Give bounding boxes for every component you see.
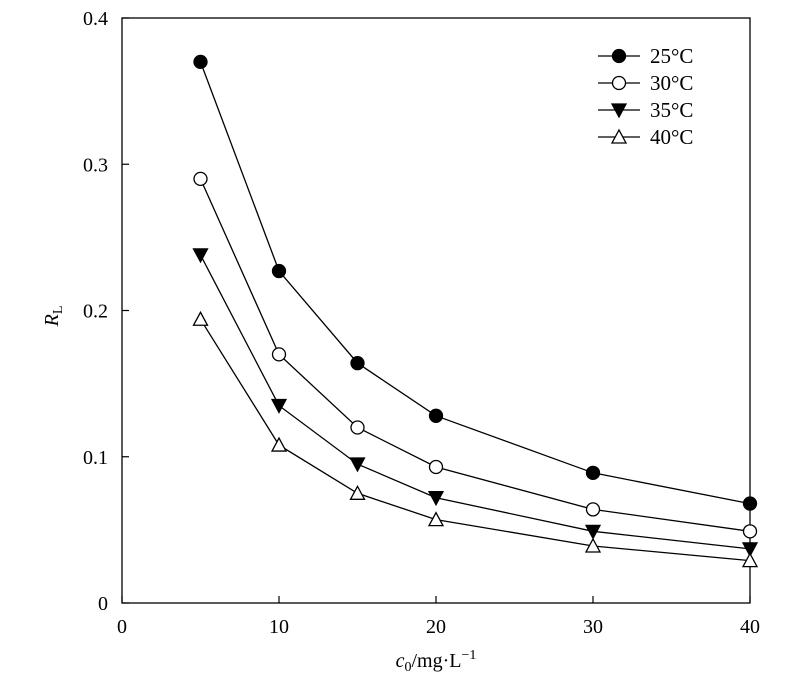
legend-marker — [611, 75, 627, 91]
series-2 — [193, 171, 758, 539]
data-point — [428, 459, 444, 475]
y-tick-label: 0.3 — [83, 154, 108, 176]
data-point — [584, 524, 602, 540]
data-point — [193, 54, 208, 70]
data-point — [742, 496, 758, 511]
data-point — [193, 171, 208, 187]
data-point — [271, 263, 287, 279]
x-tick-label: 40 — [740, 616, 760, 638]
data-point — [349, 484, 366, 500]
series-line — [199, 178, 751, 532]
data-point — [192, 310, 209, 326]
series-line — [199, 318, 751, 562]
data-point — [585, 465, 601, 480]
legend-label: 25°C — [650, 44, 693, 68]
x-tick-label: 0 — [117, 616, 127, 638]
x-tick-label: 20 — [426, 616, 446, 638]
series-1 — [193, 54, 758, 511]
data-point — [350, 420, 365, 435]
y-tick-label: 0.4 — [83, 8, 108, 30]
y-axis-ticks: 0 0.1 0.2 0.3 0.4 — [83, 8, 129, 615]
legend-marker — [610, 128, 628, 144]
data-point — [584, 537, 602, 553]
x-axis-ticks: 0 10 20 30 40 — [117, 596, 760, 638]
y-tick-label: 0 — [98, 593, 108, 615]
data-point — [427, 511, 445, 527]
data-point — [349, 457, 366, 473]
data-series — [192, 54, 759, 568]
x-tick-label: 30 — [583, 616, 603, 638]
legend-label: 40°C — [650, 125, 693, 149]
legend-marker — [611, 48, 627, 64]
data-point — [585, 502, 601, 517]
legend-item: 40°C — [598, 125, 693, 149]
legend-item: 25°C — [598, 44, 693, 68]
data-point — [742, 524, 758, 539]
data-point — [192, 248, 209, 264]
data-point — [427, 491, 445, 507]
y-tick-label: 0.1 — [83, 447, 108, 469]
x-tick-label: 10 — [269, 616, 289, 638]
legend-item: 35°C — [598, 98, 693, 122]
legend-item: 30°C — [598, 71, 693, 95]
legend-marker — [610, 103, 628, 119]
series-4 — [192, 310, 759, 568]
data-point — [741, 542, 759, 558]
data-point — [271, 347, 287, 362]
data-point — [270, 436, 288, 452]
data-point — [350, 355, 365, 371]
series-line — [199, 61, 751, 505]
data-point — [428, 408, 444, 423]
y-tick-label: 0.2 — [83, 301, 108, 323]
legend-label: 30°C — [650, 71, 693, 95]
y-axis-title: RL — [41, 306, 66, 328]
legend-label: 35°C — [650, 98, 693, 122]
series-line — [199, 254, 751, 550]
series-3 — [192, 248, 759, 558]
data-point — [741, 552, 759, 568]
legend: 25°C 30°C 35°C 40°C — [598, 44, 693, 149]
data-point — [270, 398, 288, 414]
x-axis-title: c0/mg·L−1 — [396, 648, 477, 675]
